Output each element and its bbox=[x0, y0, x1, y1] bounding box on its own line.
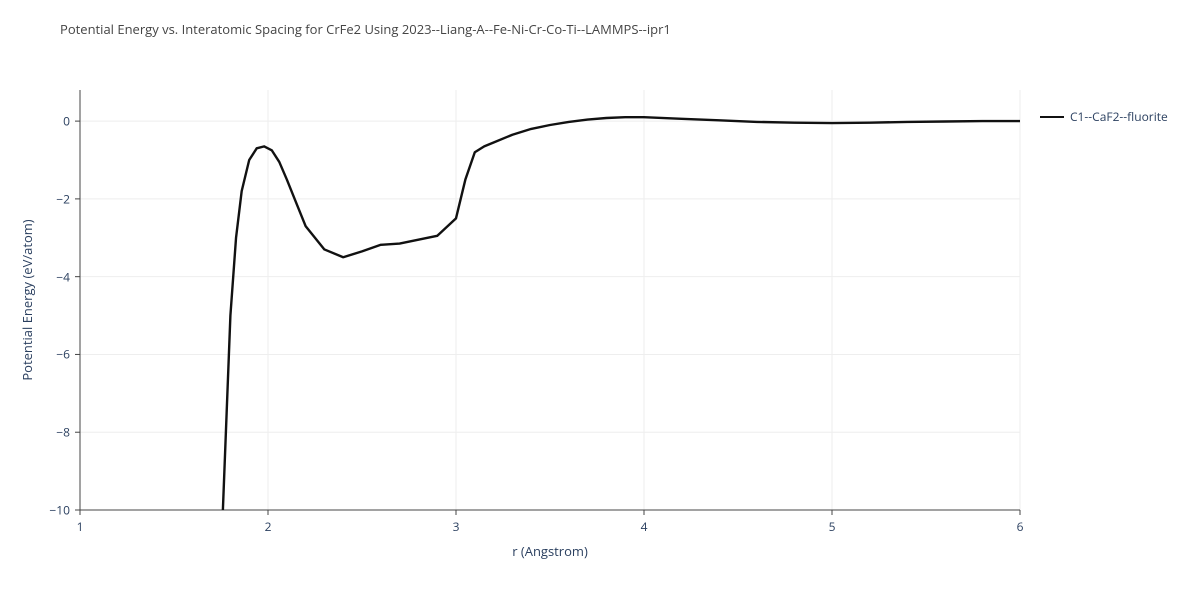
x-tick-label: 4 bbox=[641, 518, 648, 535]
y-tick-label: −6 bbox=[56, 346, 70, 363]
x-tick-label: 6 bbox=[1017, 518, 1024, 535]
legend-label-0: C1--CaF2--fluorite bbox=[1070, 108, 1168, 125]
y-tick-label: −2 bbox=[56, 190, 70, 207]
legend-item-0[interactable]: C1--CaF2--fluorite bbox=[1040, 108, 1168, 125]
chart-container: Potential Energy vs. Interatomic Spacing… bbox=[0, 0, 1200, 600]
plot-svg bbox=[0, 0, 1200, 600]
legend-swatch-0 bbox=[1040, 116, 1064, 118]
x-tick-label: 1 bbox=[77, 518, 84, 535]
x-axis-label: r (Angstrom) bbox=[512, 542, 588, 560]
y-tick-label: −8 bbox=[56, 424, 70, 441]
x-tick-label: 3 bbox=[453, 518, 460, 535]
y-tick-label: 0 bbox=[63, 113, 70, 130]
y-tick-label: −4 bbox=[56, 268, 70, 285]
x-tick-label: 2 bbox=[265, 518, 272, 535]
x-tick-label: 5 bbox=[829, 518, 836, 535]
y-axis-label: Potential Energy (eV/atom) bbox=[18, 219, 36, 380]
y-tick-label: −10 bbox=[49, 502, 70, 519]
